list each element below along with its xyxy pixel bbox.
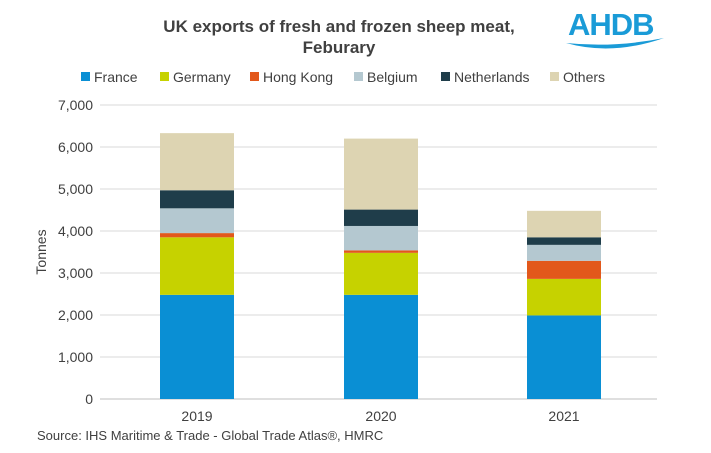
x-tick-label: 2021 [548, 408, 579, 424]
legend-swatch [250, 72, 259, 81]
y-axis-ticks: 0 1,000 2,000 3,000 4,000 5,000 6,000 7,000 [58, 97, 93, 407]
bar-stack-2019 [160, 133, 234, 399]
legend-label: Belgium [367, 69, 418, 85]
bar-segment-netherlands [160, 190, 234, 209]
bars [160, 133, 601, 399]
legend-item-netherlands: Netherlands [441, 69, 530, 85]
bar-segment-netherlands [344, 209, 418, 226]
bar-segment-others [160, 133, 234, 191]
bar-segment-france [527, 315, 601, 399]
bar-segment-hong-kong [160, 233, 234, 238]
chart-title: UK exports of fresh and frozen sheep mea… [163, 17, 514, 57]
legend-swatch [550, 72, 559, 81]
bar-segment-belgium [527, 244, 601, 261]
bar-segment-germany [344, 252, 418, 295]
bar-segment-hong-kong [527, 260, 601, 279]
bar-segment-hong-kong [344, 250, 418, 253]
legend-item-france: France [81, 69, 138, 85]
bar-segment-germany [527, 278, 601, 316]
bar-segment-belgium [160, 208, 234, 234]
ahdb-logo: AHDB [566, 7, 664, 49]
legend-label: Hong Kong [263, 69, 333, 85]
legend-swatch [441, 72, 450, 81]
y-tick-label: 2,000 [58, 307, 93, 323]
chart-title-line-2: Feburary [303, 38, 376, 57]
bar-stack-2020 [344, 138, 418, 399]
legend-label: Germany [173, 69, 231, 85]
y-tick-label: 6,000 [58, 139, 93, 155]
logo-wordmark: AHDB [568, 7, 654, 42]
y-tick-label: 0 [85, 391, 93, 407]
y-tick-label: 7,000 [58, 97, 93, 113]
legend-label: Netherlands [454, 69, 530, 85]
x-tick-label: 2020 [365, 408, 396, 424]
legend-item-belgium: Belgium [354, 69, 418, 85]
legend-item-hong-kong: Hong Kong [250, 69, 333, 85]
source-note: Source: IHS Maritime & Trade - Global Tr… [37, 428, 383, 443]
legend-label: Others [563, 69, 605, 85]
x-axis-ticks: 2019 2020 2021 [181, 408, 579, 424]
bar-segment-netherlands [527, 237, 601, 245]
legend-item-germany: Germany [160, 69, 231, 85]
y-tick-label: 5,000 [58, 181, 93, 197]
bar-segment-germany [160, 237, 234, 295]
logo-swoosh [566, 38, 664, 49]
legend: France Germany Hong Kong Belgium Netherlands… [81, 69, 605, 85]
bar-segment-belgium [344, 225, 418, 251]
legend-label: France [94, 69, 138, 85]
x-tick-label: 2019 [181, 408, 212, 424]
legend-swatch [160, 72, 169, 81]
y-tick-label: 1,000 [58, 349, 93, 365]
legend-swatch [81, 72, 90, 81]
bar-segment-france [344, 294, 418, 399]
chart-title-line-1: UK exports of fresh and frozen sheep mea… [163, 17, 514, 36]
bar-stack-2021 [527, 210, 601, 399]
y-tick-label: 4,000 [58, 223, 93, 239]
legend-swatch [354, 72, 363, 81]
y-axis-title: Tonnes [33, 229, 49, 274]
bar-segment-france [160, 294, 234, 399]
bar-segment-others [527, 210, 601, 238]
bar-segment-others [344, 138, 418, 210]
y-tick-label: 3,000 [58, 265, 93, 281]
legend-item-others: Others [550, 69, 605, 85]
